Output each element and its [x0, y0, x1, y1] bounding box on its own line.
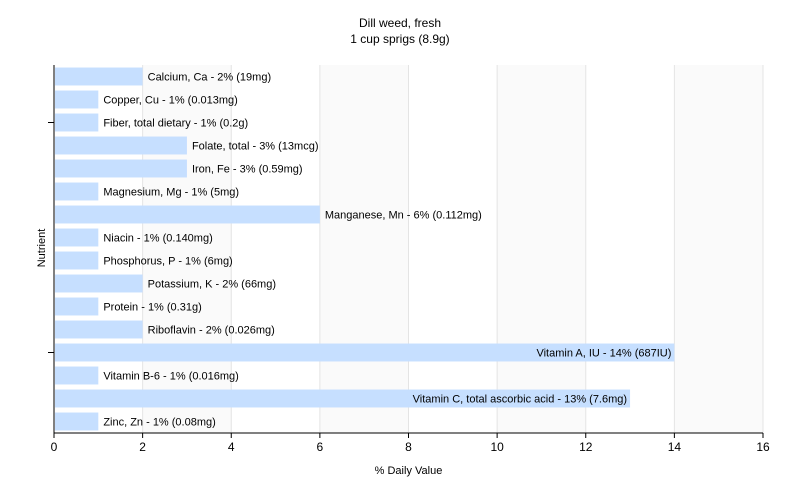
chart-subtitle: 1 cup sprigs (8.9g) [350, 32, 450, 46]
bar-label: Folate, total - 3% (13mcg) [192, 141, 319, 153]
bar-label: Calcium, Ca - 2% (19mg) [148, 72, 271, 84]
plot-band [497, 65, 586, 433]
bar-label: Riboflavin - 2% (0.026mg) [148, 325, 275, 337]
x-tick-label: 6 [317, 440, 324, 454]
plot-band [142, 65, 232, 433]
bar-label: Fiber, total dietary - 1% (0.2g) [103, 118, 248, 130]
plot-band [674, 65, 763, 433]
bar-label: Magnesium, Mg - 1% (5mg) [103, 187, 239, 199]
x-tick-label: 2 [139, 440, 146, 454]
x-axis-label: % Daily Value [374, 465, 443, 477]
bar-label: Vitamin B-6 - 1% (0.016mg) [103, 371, 239, 383]
bar-label: Zinc, Zn - 1% (0.08mg) [103, 417, 215, 429]
bar [55, 113, 99, 132]
x-tick-label: 12 [579, 440, 593, 454]
bar-label: Iron, Fe - 3% (0.59mg) [192, 164, 303, 176]
bar [55, 90, 99, 109]
bar [55, 320, 143, 339]
bar [55, 251, 99, 270]
bar [55, 205, 320, 224]
bar-label: Potassium, K - 2% (66mg) [148, 279, 276, 291]
x-tick-label: 14 [668, 440, 682, 454]
bar [55, 412, 99, 431]
x-tick-label: 0 [51, 440, 58, 454]
chart-title: Dill weed, fresh [358, 16, 442, 30]
bar [55, 228, 99, 247]
bar [55, 389, 631, 408]
bar-label: Copper, Cu - 1% (0.013mg) [103, 95, 238, 107]
bar-label: Niacin - 1% (0.140mg) [103, 233, 212, 245]
bar [55, 182, 99, 201]
bar [55, 67, 143, 86]
bar-label: Protein - 1% (0.31g) [103, 302, 201, 314]
y-axis-label: Nutrient [36, 228, 48, 268]
bar [55, 297, 99, 316]
bar [55, 274, 143, 293]
x-tick-label: 10 [490, 440, 504, 454]
x-tick-label: 4 [228, 440, 235, 454]
x-tick-label: 16 [756, 440, 770, 454]
bar [55, 136, 187, 155]
bar [55, 343, 675, 362]
bar-label: Vitamin A, IU - 14% (687IU) [536, 348, 671, 360]
bar-label: Phosphorus, P - 1% (6mg) [103, 256, 232, 268]
x-tick-label: 8 [405, 440, 412, 454]
bar-label: Manganese, Mn - 6% (0.112mg) [325, 210, 482, 222]
bar-label: Vitamin C, total ascorbic acid - 13% (7.… [413, 394, 627, 406]
plot-band [319, 65, 409, 433]
bar [55, 159, 187, 178]
bar [55, 366, 99, 385]
